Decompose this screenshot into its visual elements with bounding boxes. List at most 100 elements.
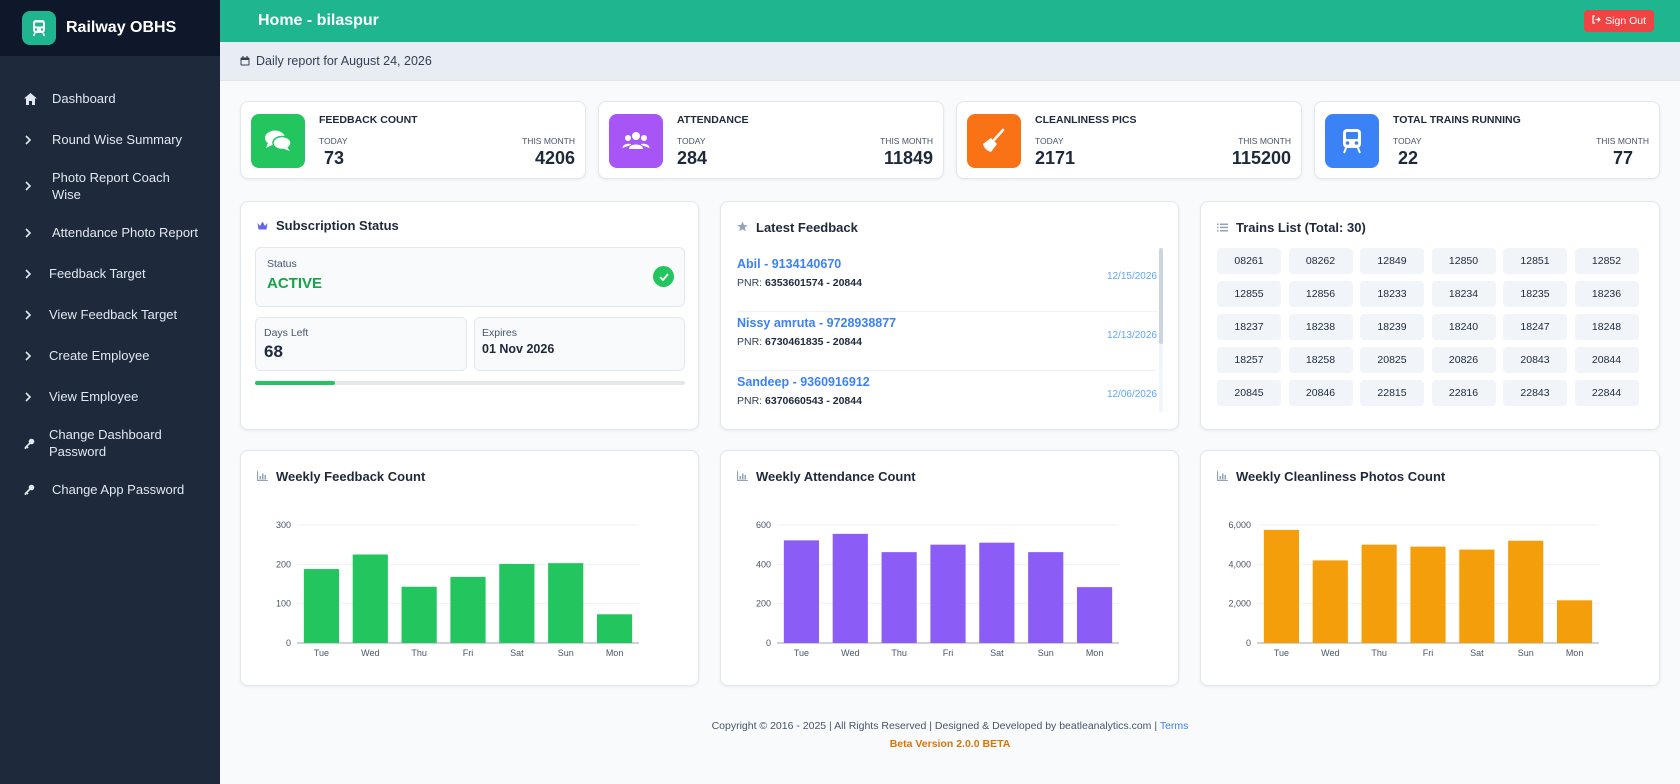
chevron-right-icon <box>24 227 52 238</box>
month-value: 77 <box>1612 148 1633 168</box>
train-chip[interactable]: 18258 <box>1288 347 1353 373</box>
comments-icon <box>251 114 305 168</box>
feedback-scrollbar-thumb[interactable] <box>1159 248 1163 344</box>
sign-out-button[interactable]: Sign Out <box>1584 10 1654 32</box>
train-chip[interactable]: 12851 <box>1503 248 1567 274</box>
train-chip[interactable]: 20826 <box>1431 347 1496 373</box>
train-chip[interactable]: 18257 <box>1217 347 1281 373</box>
chart-title-text: Weekly Feedback Count <box>276 469 426 484</box>
terms-link[interactable]: Terms <box>1159 720 1189 732</box>
sidebar-item-change-app-password[interactable]: Change App Password <box>0 469 220 510</box>
feedback-scrollbar[interactable] <box>1159 248 1163 412</box>
train-chip[interactable]: 18238 <box>1288 314 1353 340</box>
key-icon <box>24 438 49 449</box>
chart-bar[interactable] <box>1312 560 1348 643</box>
x-tick-label: Mon <box>606 648 624 658</box>
train-chip[interactable]: 12856 <box>1288 281 1353 307</box>
sign-out-icon <box>1592 15 1601 27</box>
stat-card-attendance: ATTENDANCE TODAY THIS MONTH 284 11849 <box>598 101 944 179</box>
chart-bar[interactable] <box>1459 549 1495 643</box>
chart-bar[interactable] <box>1028 552 1064 643</box>
x-tick-label: Wed <box>361 648 379 658</box>
train-chip[interactable]: 18235 <box>1503 281 1567 307</box>
feedback-list-item[interactable]: Nissy amruta - 9728938877 PNR: 673046183… <box>737 316 1157 371</box>
chart-bar[interactable] <box>930 544 966 643</box>
chart-bar[interactable] <box>548 563 584 643</box>
feedback-date: 12/13/2026 <box>1106 330 1157 341</box>
train-chip[interactable]: 18237 <box>1217 314 1281 340</box>
feedback-name: Sandeep - 9360916912 <box>737 375 870 389</box>
chart-bar[interactable] <box>1508 540 1544 643</box>
chart-bar[interactable] <box>450 576 486 643</box>
sidebar-item-create-employee[interactable]: Create Employee <box>0 335 220 376</box>
chart-bar-icon <box>256 469 268 484</box>
sidebar-item-label: Photo Report Coach Wise <box>52 170 170 202</box>
stat-title: CLEANLINESS PICS <box>1035 114 1137 126</box>
today-label: TODAY <box>319 136 348 146</box>
chart-bar[interactable] <box>783 540 820 643</box>
train-chip[interactable]: 18236 <box>1574 281 1639 307</box>
sidebar-item-view-feedback-target[interactable]: View Feedback Target <box>0 294 220 335</box>
feedback-list-item[interactable]: Sandeep - 9360916912 PNR: 6370660543 - 2… <box>737 375 1157 430</box>
train-chip[interactable]: 22844 <box>1574 380 1639 406</box>
sidebar-item-feedback-target[interactable]: Feedback Target <box>0 253 220 294</box>
train-chip[interactable]: 18234 <box>1431 281 1496 307</box>
train-chip[interactable]: 20825 <box>1360 347 1424 373</box>
pnr-value: 6370660543 - 20844 <box>765 395 862 407</box>
chart-bar[interactable] <box>979 542 1015 643</box>
calendar-icon <box>240 56 250 66</box>
sidebar-item-label: Change Dashboard Password <box>49 427 162 459</box>
train-chip[interactable]: 18233 <box>1360 281 1424 307</box>
chart-bar[interactable] <box>1556 600 1593 643</box>
chart-bar[interactable] <box>499 563 535 643</box>
train-chip[interactable]: 12855 <box>1217 281 1281 307</box>
x-tick-label: Tue <box>794 648 809 658</box>
train-chip[interactable]: 20845 <box>1217 380 1281 406</box>
chart-bar[interactable] <box>352 554 388 644</box>
chart-bar[interactable] <box>1076 587 1113 643</box>
today-value: 73 <box>324 148 345 168</box>
sidebar-item-view-employee[interactable]: View Employee <box>0 376 220 417</box>
train-chip[interactable]: 18247 <box>1503 314 1567 340</box>
train-chip[interactable]: 22815 <box>1360 380 1424 406</box>
train-chip[interactable]: 12849 <box>1360 248 1424 274</box>
chart-bar[interactable] <box>1361 544 1397 643</box>
train-chip[interactable]: 20846 <box>1288 380 1353 406</box>
feedback-pnr: PNR: 6370660543 - 20844 <box>737 395 862 407</box>
brand: Railway OBHS <box>0 0 220 56</box>
feedback-pnr: PNR: 6353601574 - 20844 <box>737 277 862 289</box>
chart-title: Weekly Attendance Count <box>736 469 916 484</box>
train-chip[interactable]: 18239 <box>1360 314 1424 340</box>
check-circle-icon <box>653 266 674 287</box>
chart-bar[interactable] <box>596 614 633 643</box>
chart-bar[interactable] <box>832 533 868 643</box>
y-tick-label: 0 <box>766 638 771 648</box>
month-label: THIS MONTH <box>880 136 933 146</box>
train-chip[interactable]: 08261 <box>1217 248 1281 274</box>
x-tick-label: Thu <box>1371 648 1387 658</box>
chart-bar[interactable] <box>401 586 437 643</box>
train-chip[interactable]: 18248 <box>1574 314 1639 340</box>
chart-bar[interactable] <box>1263 529 1300 643</box>
feedback-date: 12/15/2026 <box>1106 271 1157 282</box>
train-chip[interactable]: 08262 <box>1288 248 1353 274</box>
train-chip[interactable]: 12852 <box>1574 248 1639 274</box>
chart-bar[interactable] <box>303 569 340 643</box>
sidebar-item-label: Round Wise Summary <box>52 132 183 147</box>
feedback-list-item[interactable]: Abil - 9134140670 PNR: 6353601574 - 2084… <box>737 257 1157 312</box>
sidebar-item-change-dashboard-password[interactable]: Change Dashboard Password <box>0 417 220 469</box>
sidebar-item-dashboard[interactable]: Dashboard <box>0 78 220 119</box>
sidebar-item-label: Create Employee <box>49 348 150 363</box>
train-chip[interactable]: 18240 <box>1431 314 1496 340</box>
train-chip[interactable]: 22816 <box>1431 380 1496 406</box>
chart-bar[interactable] <box>881 552 917 643</box>
train-chip[interactable]: 20843 <box>1503 347 1567 373</box>
today-label: TODAY <box>677 136 706 146</box>
train-chip[interactable]: 20844 <box>1574 347 1639 373</box>
sidebar-item-attendance-photo-report[interactable]: Attendance Photo Report <box>0 212 220 253</box>
train-chip[interactable]: 12850 <box>1431 248 1496 274</box>
train-chip[interactable]: 22843 <box>1503 380 1567 406</box>
sidebar-item-photo-report-coach-wise[interactable]: Photo Report Coach Wise <box>0 160 220 212</box>
sidebar-item-round-wise-summary[interactable]: Round Wise Summary <box>0 119 220 160</box>
chart-bar[interactable] <box>1410 546 1446 643</box>
